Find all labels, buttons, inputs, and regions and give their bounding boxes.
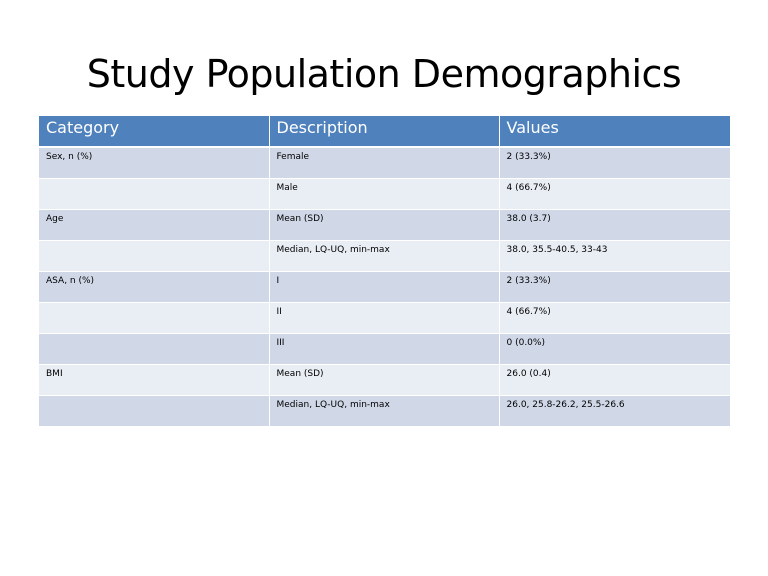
cell-category: [39, 302, 269, 334]
table-row: Median, LQ-UQ, min-max 26.0, 25.8-26.2, …: [39, 395, 730, 426]
cell-description: Mean (SD): [268, 209, 499, 241]
table-row: Median, LQ-UQ, min-max 38.0, 35.5-40.5, …: [39, 240, 730, 272]
demographics-table: Category Description Values Sex, n (%) F…: [39, 116, 730, 426]
cell-description: Male: [268, 178, 499, 210]
header-category: Category: [39, 116, 269, 148]
header-description: Description: [268, 116, 499, 148]
cell-value: 4 (66.7%): [498, 302, 730, 334]
cell-category: [39, 333, 269, 365]
cell-description: Mean (SD): [268, 364, 499, 396]
cell-value: 2 (33.3%): [498, 271, 730, 303]
cell-value: 38.0, 35.5-40.5, 33-43: [498, 240, 730, 272]
slide-title: Study Population Demographics: [86, 52, 682, 96]
table-row: BMI Mean (SD) 26.0 (0.4): [39, 364, 730, 396]
cell-category: [39, 395, 269, 426]
cell-value: 26.0, 25.8-26.2, 25.5-26.6: [498, 395, 730, 426]
table-row: III 0 (0.0%): [39, 333, 730, 365]
cell-description: Median, LQ-UQ, min-max: [268, 395, 499, 426]
table-row: ASA, n (%) I 2 (33.3%): [39, 271, 730, 303]
cell-description: Female: [268, 146, 499, 179]
table-row: II 4 (66.7%): [39, 302, 730, 334]
cell-value: 4 (66.7%): [498, 178, 730, 210]
cell-category: [39, 240, 269, 272]
cell-description: I: [268, 271, 499, 303]
cell-description: Median, LQ-UQ, min-max: [268, 240, 499, 272]
table-header-row: Category Description Values: [39, 116, 730, 148]
header-values: Values: [498, 116, 730, 148]
cell-category: BMI: [39, 364, 269, 396]
cell-value: 26.0 (0.4): [498, 364, 730, 396]
table-row: Male 4 (66.7%): [39, 178, 730, 210]
cell-category: ASA, n (%): [39, 271, 269, 303]
cell-value: 2 (33.3%): [498, 146, 730, 179]
cell-value: 38.0 (3.7): [498, 209, 730, 241]
cell-value: 0 (0.0%): [498, 333, 730, 365]
cell-description: II: [268, 302, 499, 334]
cell-category: [39, 178, 269, 210]
cell-description: III: [268, 333, 499, 365]
cell-category: Sex, n (%): [39, 146, 269, 179]
cell-category: Age: [39, 209, 269, 241]
table-row: Sex, n (%) Female 2 (33.3%): [39, 146, 730, 179]
table-row: Age Mean (SD) 38.0 (3.7): [39, 209, 730, 241]
